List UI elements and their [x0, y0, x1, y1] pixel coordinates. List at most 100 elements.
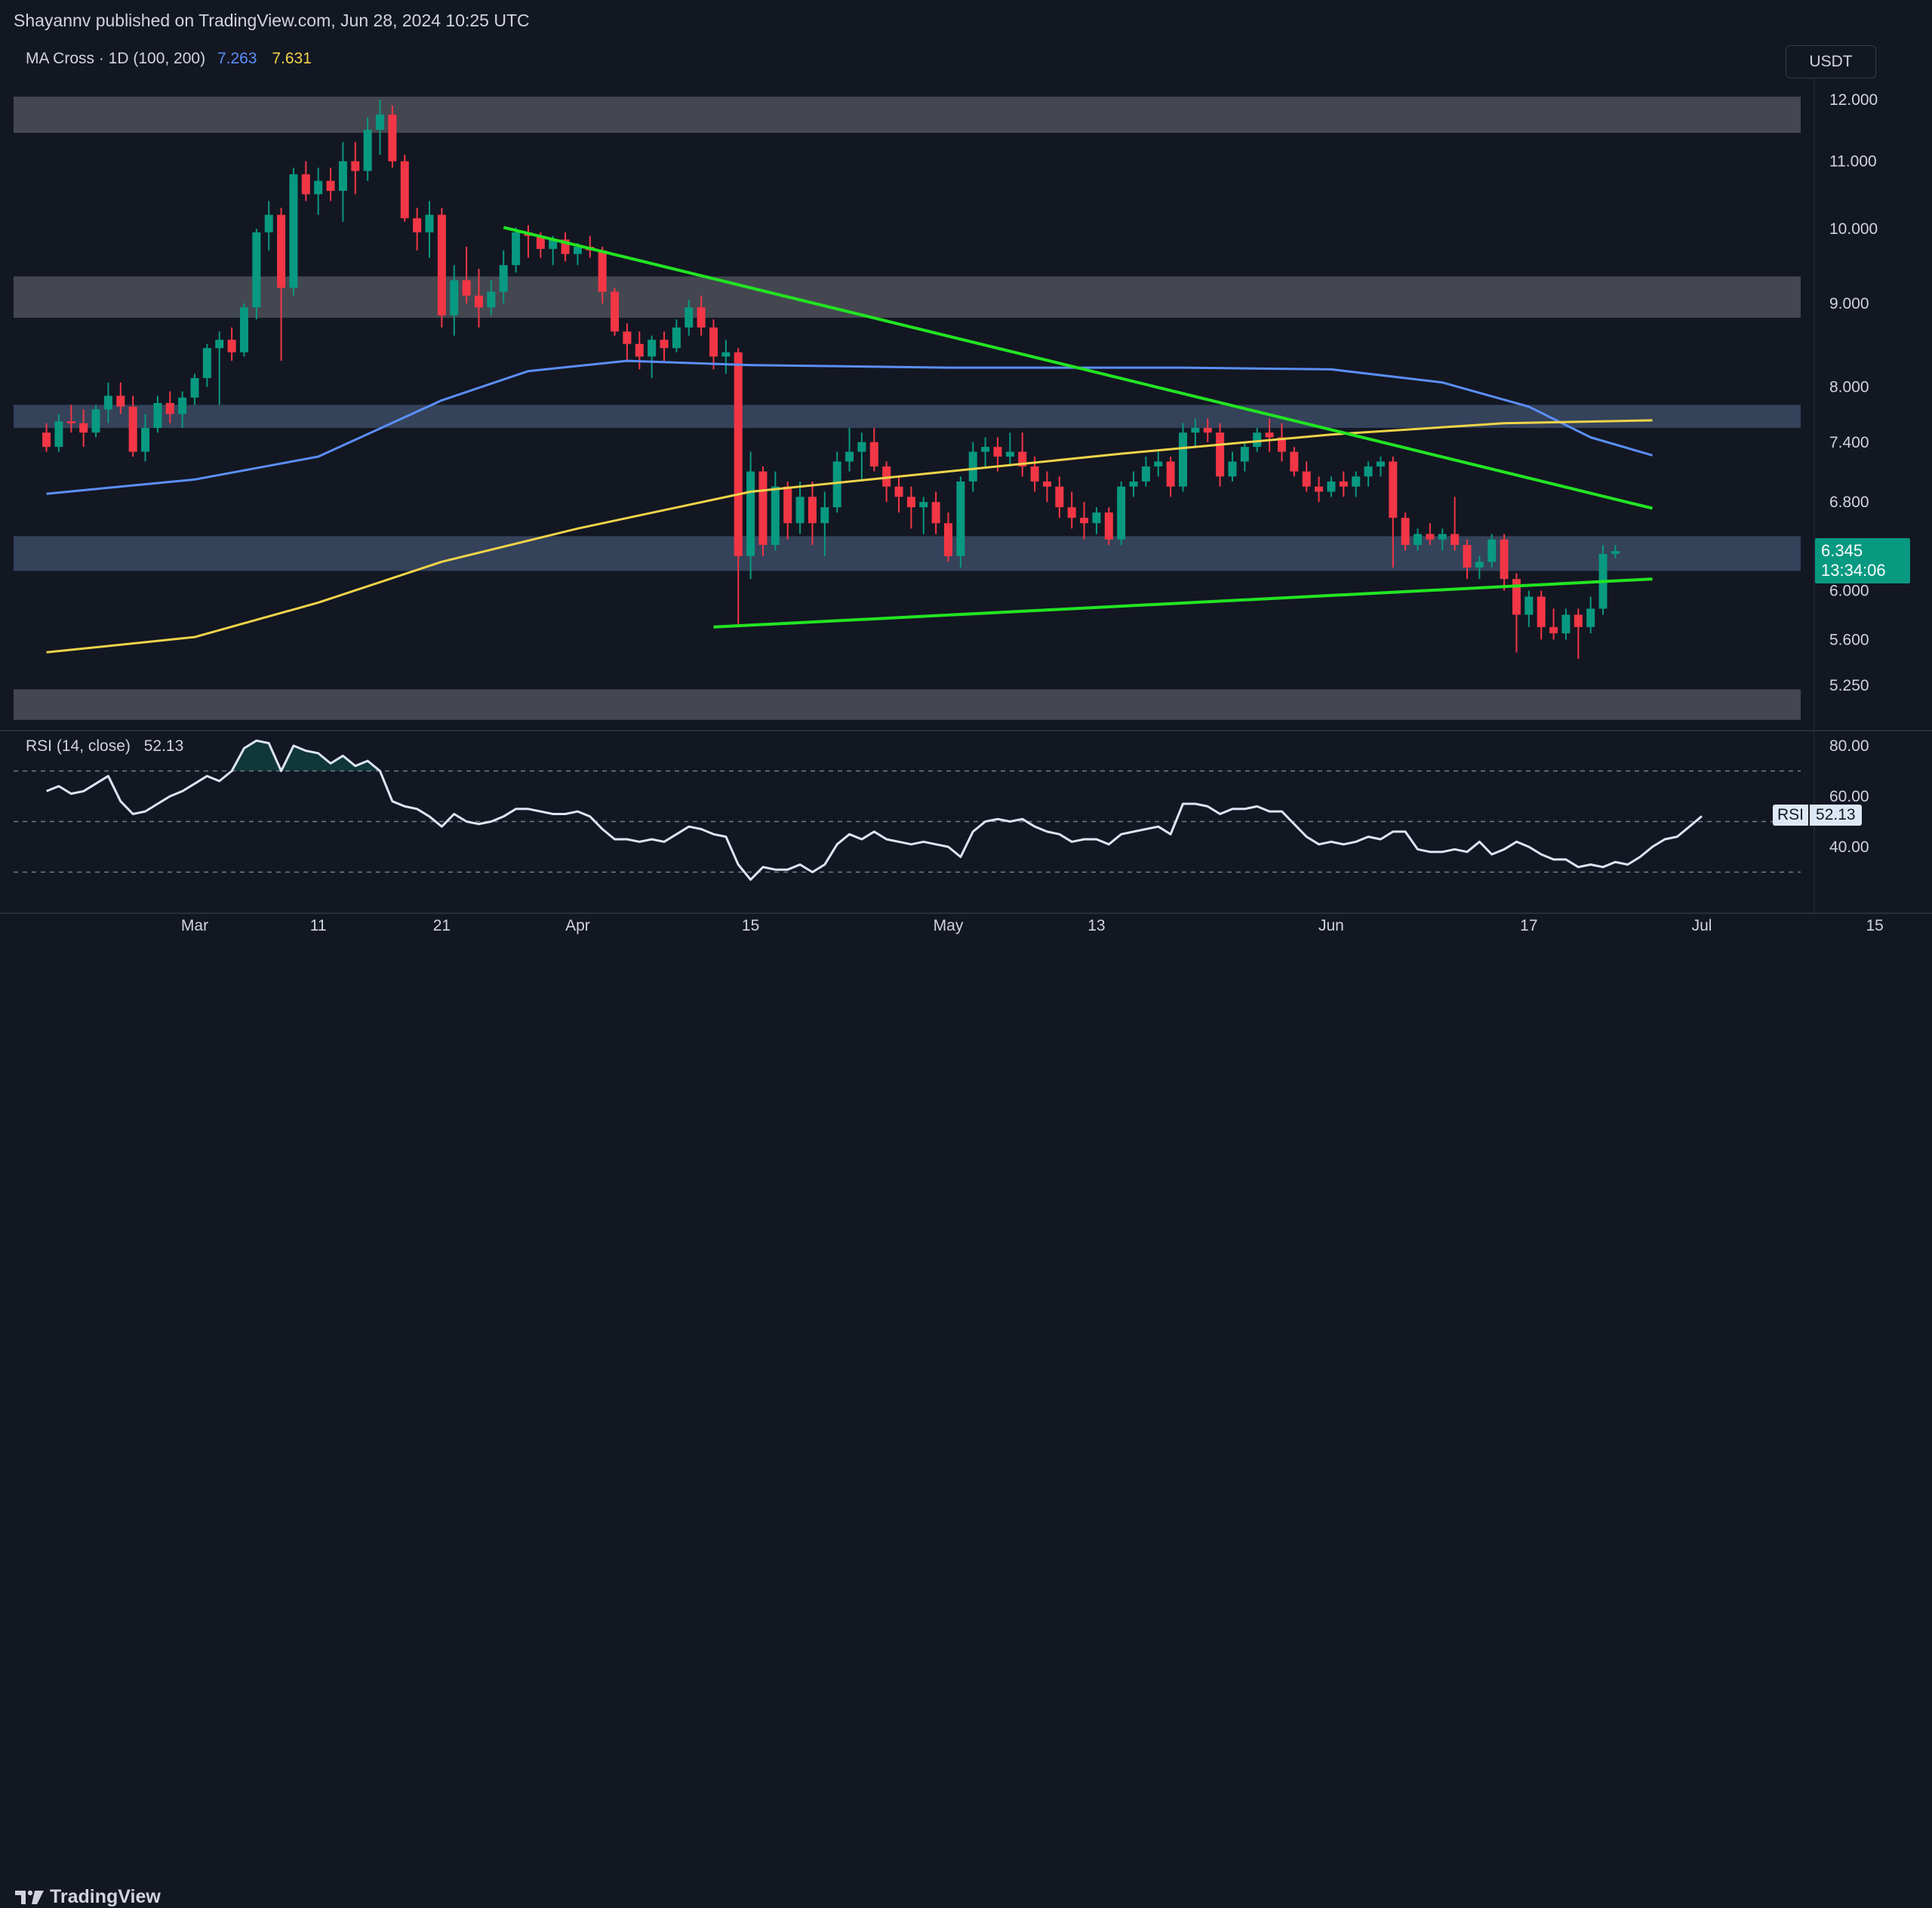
- candle-body: [1092, 512, 1101, 524]
- candle-body: [1574, 614, 1583, 627]
- candle: [1611, 545, 1620, 559]
- candle: [128, 395, 137, 457]
- ascending-trendline: [713, 577, 1653, 629]
- candle: [1352, 471, 1361, 497]
- rsi-legend[interactable]: RSI (14, close) 52.13: [26, 737, 183, 756]
- footer: TradingView: [0, 936, 1932, 1907]
- currency-button[interactable]: USDT: [1786, 45, 1876, 78]
- candle: [1438, 528, 1447, 551]
- candle-body: [857, 442, 866, 452]
- support-resistance-zone: [14, 689, 1801, 720]
- candle-body: [190, 377, 199, 398]
- candle-body: [351, 161, 360, 171]
- candle-body: [1376, 461, 1385, 467]
- candle: [894, 476, 903, 513]
- candle-body: [685, 307, 694, 328]
- candle: [178, 391, 187, 428]
- price-tick-label: 5.250: [1829, 677, 1869, 694]
- candle: [660, 331, 669, 362]
- rsi-value-tag: RSI 52.13: [1773, 805, 1862, 826]
- price-chart[interactable]: 12.000 11.000 10.000 9.000 8.000 7.400 6.800 6.…: [0, 38, 1932, 936]
- candle: [734, 348, 743, 625]
- chart-frame[interactable]: 12.000 11.000 10.000 9.000 8.000 7.400 6.800 6.…: [0, 38, 1932, 936]
- candle-body: [1067, 507, 1076, 519]
- ma-cross-legend[interactable]: MA Cross · 1D (100, 200) 7.263 7.631: [26, 50, 312, 68]
- candle-body: [227, 340, 236, 352]
- candle: [561, 232, 570, 262]
- candle-body: [1129, 481, 1138, 487]
- price-tick-label: 8.000: [1829, 379, 1869, 396]
- candle-body: [165, 402, 174, 414]
- rsi-pane: [14, 739, 1801, 881]
- candle: [227, 327, 236, 362]
- candle-body: [487, 291, 496, 308]
- time-tick-label: 11: [310, 917, 327, 934]
- candle-body: [326, 180, 335, 191]
- candle-body: [462, 280, 471, 296]
- candle-body: [79, 423, 88, 433]
- last-price-tag: 6.345 13:34:06: [1815, 538, 1910, 583]
- candle: [1475, 555, 1484, 580]
- candle-body: [314, 180, 323, 195]
- ma100-value: 7.263: [217, 50, 257, 67]
- candle: [314, 168, 323, 215]
- candle-body: [919, 502, 928, 508]
- candle-body: [178, 397, 187, 414]
- candle: [1141, 457, 1150, 487]
- candle-body: [413, 218, 422, 232]
- candle-body: [277, 214, 286, 288]
- candle-body: [1561, 614, 1571, 634]
- candle-body: [672, 327, 681, 349]
- candle-body: [944, 523, 952, 556]
- candle: [1339, 471, 1348, 497]
- candle-body: [1487, 539, 1497, 562]
- candle-body: [894, 486, 903, 497]
- candle-body: [1166, 461, 1175, 487]
- candle-body: [1463, 545, 1472, 568]
- rsi-overbought-fill: [232, 740, 380, 771]
- candle-body: [697, 307, 706, 328]
- candle: [1067, 491, 1076, 529]
- candle: [697, 295, 706, 336]
- candle: [1561, 608, 1571, 640]
- time-tick-label: Jul: [1692, 917, 1712, 934]
- candle: [91, 405, 100, 438]
- candle-body: [376, 114, 385, 130]
- candle: [79, 409, 88, 448]
- rsi-tag-value: 52.13: [1810, 805, 1862, 826]
- candle-body: [400, 161, 409, 219]
- candle: [42, 423, 51, 452]
- time-tick-label: 15: [742, 917, 759, 934]
- candle: [1537, 590, 1546, 640]
- candle-body: [808, 497, 817, 524]
- tradingview-logo[interactable]: TradingView: [14, 1886, 161, 1908]
- last-price: 6.345: [1821, 541, 1863, 560]
- candle: [351, 142, 360, 195]
- candle-body: [474, 295, 483, 308]
- candle-body: [1042, 481, 1051, 487]
- candle: [1191, 418, 1200, 448]
- candle-body: [598, 250, 607, 292]
- candle: [165, 391, 174, 423]
- candle: [116, 382, 125, 414]
- rsi-tag-label: RSI: [1773, 805, 1809, 826]
- candle-body: [1327, 481, 1336, 492]
- rsi-tick-label: 60.00: [1829, 788, 1869, 805]
- candle-body: [771, 486, 780, 546]
- candle: [1092, 507, 1101, 534]
- candle-body: [956, 481, 965, 556]
- candle-body: [1055, 486, 1064, 508]
- candle-body: [54, 421, 63, 448]
- candle-body: [1240, 447, 1249, 462]
- candle: [1055, 476, 1064, 519]
- time-tick-label: May: [934, 917, 964, 934]
- candle: [54, 414, 63, 452]
- candle: [1216, 423, 1225, 487]
- candle: [388, 105, 397, 168]
- candle: [1154, 451, 1163, 477]
- candle-body: [1426, 534, 1435, 540]
- candle-body: [338, 161, 347, 191]
- candle-body: [425, 214, 434, 232]
- time-tick-label: 13: [1088, 917, 1105, 934]
- candle: [795, 481, 804, 534]
